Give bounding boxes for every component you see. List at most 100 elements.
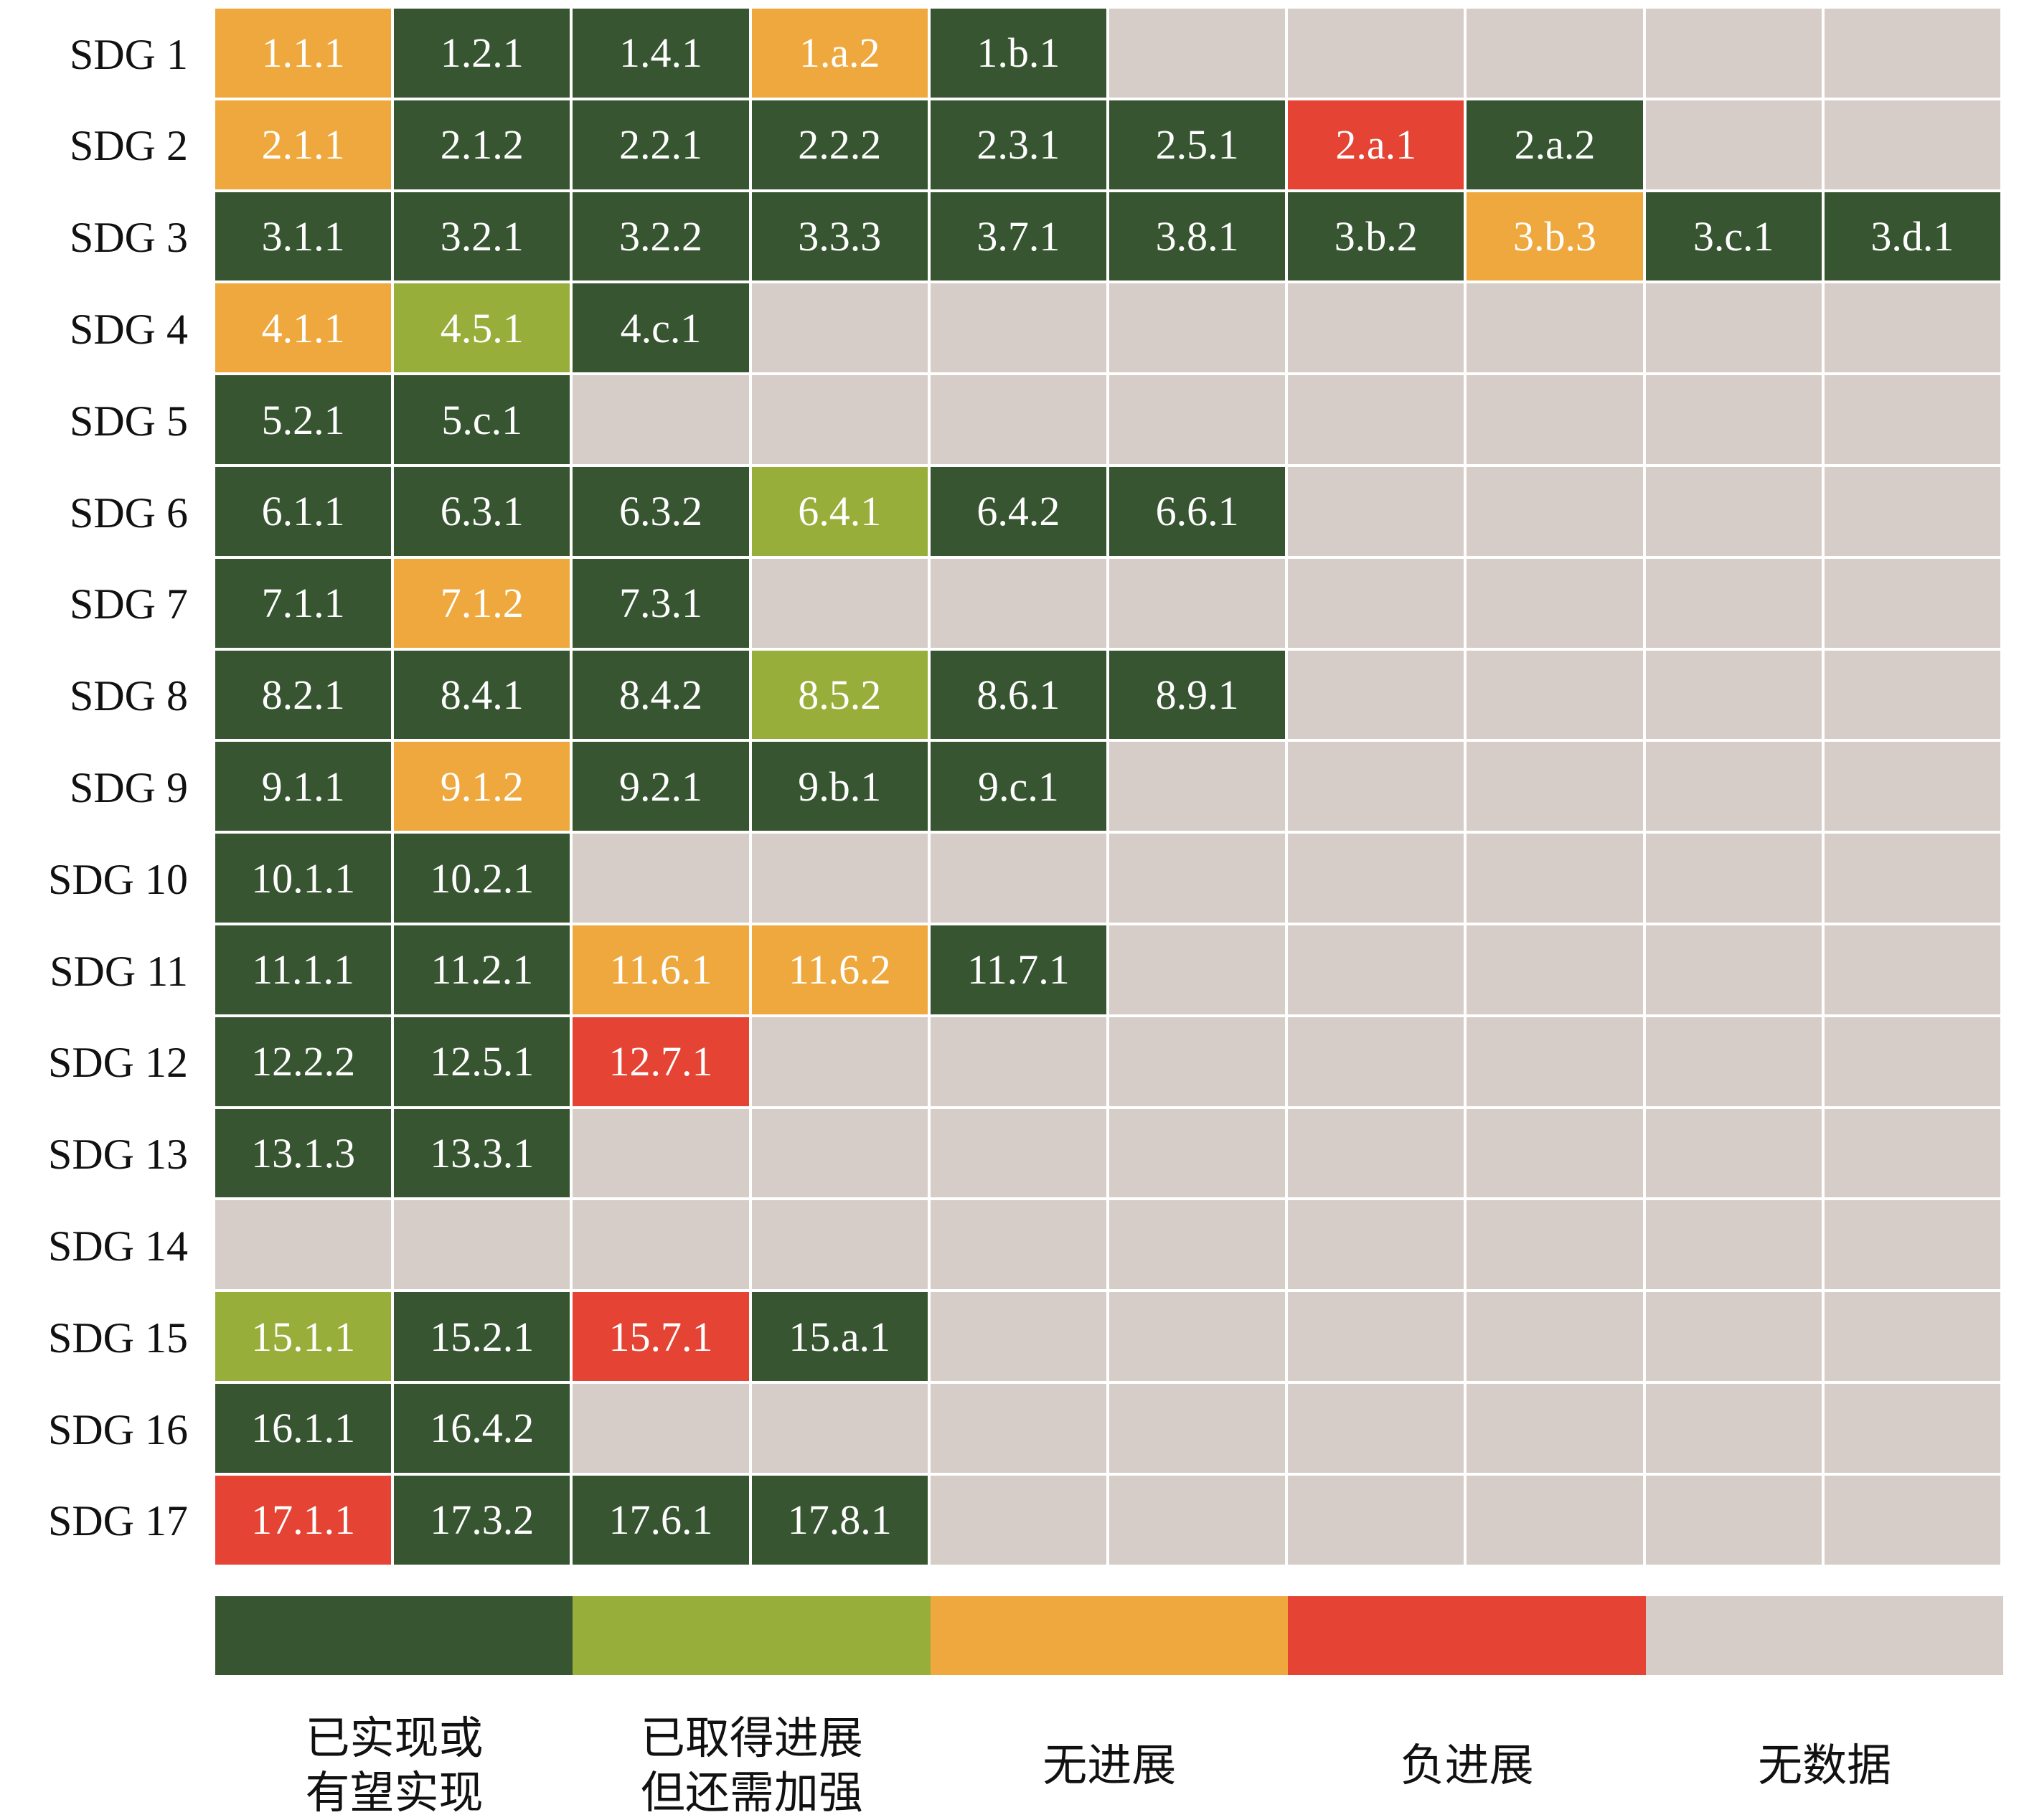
indicator-code: 3.d.1 bbox=[1870, 212, 1954, 260]
indicator-cell: 12.2.2 bbox=[215, 1017, 392, 1106]
empty-cell bbox=[930, 558, 1106, 648]
empty-cell bbox=[573, 834, 749, 923]
indicator-code: 12.2.2 bbox=[251, 1038, 356, 1085]
empty-cell bbox=[573, 1108, 749, 1198]
indicator-code: 9.1.2 bbox=[440, 763, 524, 810]
indicator-cell: 11.2.1 bbox=[394, 925, 570, 1014]
empty-cell bbox=[1824, 100, 2000, 189]
empty-cell bbox=[1467, 1475, 1643, 1565]
row-label: SDG 9 bbox=[69, 763, 188, 811]
empty-cell bbox=[1645, 834, 1822, 923]
indicator-cell: 11.6.1 bbox=[573, 925, 749, 1014]
row-label: SDG 6 bbox=[69, 489, 188, 537]
legend-swatch-no-progress bbox=[930, 1596, 1289, 1675]
indicator-code: 16.4.2 bbox=[430, 1405, 535, 1452]
indicator-cell: 2.a.2 bbox=[1467, 100, 1643, 189]
indicator-cell: 2.3.1 bbox=[930, 100, 1106, 189]
indicator-code: 2.2.2 bbox=[798, 121, 882, 169]
legend-label-no-progress: 无进展 bbox=[1042, 1739, 1177, 1791]
indicator-code: 6.4.1 bbox=[798, 488, 882, 535]
row-label: SDG 7 bbox=[69, 580, 188, 628]
indicator-cell: 1.a.2 bbox=[751, 9, 928, 98]
row-label: SDG 11 bbox=[50, 947, 188, 995]
empty-cell bbox=[1824, 1200, 2000, 1290]
empty-cell bbox=[1467, 834, 1643, 923]
indicator-cell: 3.3.3 bbox=[751, 192, 928, 281]
empty-cell bbox=[1288, 742, 1464, 831]
row-label: SDG 8 bbox=[69, 672, 188, 720]
empty-cell bbox=[1824, 558, 2000, 648]
indicator-code: 3.8.1 bbox=[1155, 212, 1239, 260]
empty-cell bbox=[1645, 375, 1822, 464]
empty-cell bbox=[1645, 1108, 1822, 1198]
indicator-code: 15.1.1 bbox=[251, 1313, 356, 1360]
indicator-cell: 17.3.2 bbox=[394, 1475, 570, 1565]
indicator-code: 4.c.1 bbox=[620, 304, 702, 352]
indicator-code: 10.2.1 bbox=[430, 854, 535, 902]
empty-cell bbox=[1824, 1475, 2000, 1565]
indicator-code: 1.4.1 bbox=[618, 29, 702, 77]
indicator-code: 3.1.1 bbox=[261, 212, 345, 260]
indicator-code: 3.7.1 bbox=[976, 212, 1060, 260]
empty-cell bbox=[1824, 283, 2000, 373]
indicator-code: 7.1.2 bbox=[440, 580, 524, 627]
indicator-cell: 16.4.2 bbox=[394, 1384, 570, 1473]
indicator-cell: 11.7.1 bbox=[930, 925, 1106, 1014]
indicator-cell: 2.1.1 bbox=[215, 100, 392, 189]
row-label: SDG 2 bbox=[69, 122, 188, 170]
empty-cell bbox=[1467, 9, 1643, 98]
indicator-code: 1.1.1 bbox=[261, 29, 345, 77]
empty-cell bbox=[751, 834, 928, 923]
indicator-code: 17.8.1 bbox=[787, 1496, 892, 1544]
empty-cell bbox=[751, 375, 928, 464]
indicator-cell: 11.6.2 bbox=[751, 925, 928, 1014]
indicator-cell: 3.d.1 bbox=[1824, 192, 2000, 281]
empty-cell bbox=[1288, 558, 1464, 648]
row-label: SDG 3 bbox=[69, 214, 188, 262]
row-label: SDG 1 bbox=[69, 30, 188, 78]
indicator-code: 3.b.2 bbox=[1334, 212, 1418, 260]
indicator-code: 17.6.1 bbox=[608, 1496, 713, 1544]
row-label: SDG 14 bbox=[47, 1222, 188, 1270]
indicator-cell: 17.1.1 bbox=[215, 1475, 392, 1565]
empty-cell bbox=[751, 558, 928, 648]
indicator-code: 1.a.2 bbox=[799, 29, 880, 77]
indicator-cell: 15.1.1 bbox=[215, 1292, 392, 1381]
row-label: SDG 13 bbox=[47, 1131, 188, 1179]
empty-cell bbox=[1824, 925, 2000, 1014]
empty-cell bbox=[1645, 925, 1822, 1014]
indicator-code: 5.2.1 bbox=[261, 396, 345, 443]
indicator-cell: 9.c.1 bbox=[930, 742, 1106, 831]
empty-cell bbox=[930, 1108, 1106, 1198]
empty-cell bbox=[930, 1200, 1106, 1290]
empty-cell bbox=[215, 1200, 392, 1290]
indicator-cell: 6.6.1 bbox=[1109, 467, 1286, 556]
empty-cell bbox=[1109, 1475, 1286, 1565]
indicator-cell: 2.2.2 bbox=[751, 100, 928, 189]
indicator-code: 15.a.1 bbox=[789, 1313, 891, 1360]
indicator-code: 2.a.2 bbox=[1514, 121, 1596, 169]
indicator-code: 13.3.1 bbox=[430, 1129, 535, 1177]
indicator-cell: 3.8.1 bbox=[1109, 192, 1286, 281]
indicator-code: 11.6.2 bbox=[788, 946, 891, 994]
empty-cell bbox=[751, 1108, 928, 1198]
legend-swatch-negative bbox=[1288, 1596, 1646, 1675]
empty-cell bbox=[751, 1017, 928, 1106]
indicator-code: 3.2.2 bbox=[618, 212, 702, 260]
indicator-cell: 6.4.2 bbox=[930, 467, 1106, 556]
indicator-code: 4.1.1 bbox=[261, 304, 345, 352]
indicator-cell: 2.2.1 bbox=[573, 100, 749, 189]
empty-cell bbox=[1824, 1108, 2000, 1198]
empty-cell bbox=[1109, 742, 1286, 831]
empty-cell bbox=[1467, 467, 1643, 556]
empty-cell bbox=[1109, 283, 1286, 373]
indicator-code: 11.2.1 bbox=[430, 946, 534, 994]
indicator-cell: 8.4.1 bbox=[394, 650, 570, 740]
indicator-cell: 9.1.2 bbox=[394, 742, 570, 831]
empty-cell bbox=[1288, 1108, 1464, 1198]
indicator-cell: 5.2.1 bbox=[215, 375, 392, 464]
indicator-code: 6.6.1 bbox=[1155, 488, 1239, 535]
row-label: SDG 15 bbox=[47, 1314, 188, 1362]
indicator-code: 2.5.1 bbox=[1155, 121, 1239, 169]
empty-cell bbox=[1288, 9, 1464, 98]
